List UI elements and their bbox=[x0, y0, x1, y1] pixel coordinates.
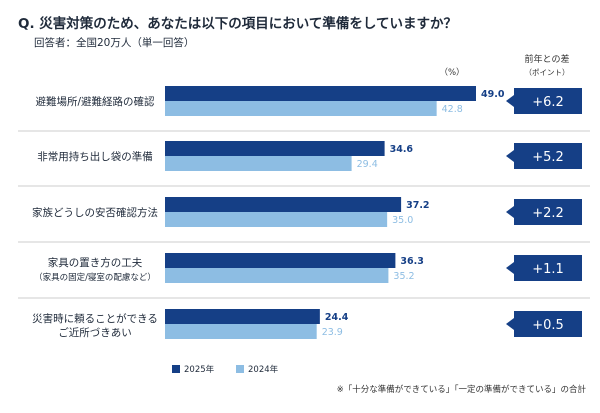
category-label: 避難場所/避難経路の確認 bbox=[35, 95, 155, 108]
bar-2024 bbox=[165, 324, 317, 339]
data-label-2025: 37.2 bbox=[406, 200, 429, 211]
diff-box bbox=[514, 199, 582, 225]
diff-box bbox=[514, 88, 582, 114]
bar-2024 bbox=[165, 156, 352, 171]
unit-label: （%） bbox=[439, 67, 464, 78]
category-label: 家族どうしの安否確認方法 bbox=[32, 206, 158, 219]
diff-box bbox=[514, 143, 582, 169]
bar-2024 bbox=[165, 101, 437, 116]
legend-label-2025: 2025年 bbox=[184, 364, 215, 375]
diff-arrow bbox=[506, 206, 514, 218]
respondent-note: 回答者：全国20万人（単一回答） bbox=[34, 37, 195, 49]
legend-swatch-2025 bbox=[172, 365, 180, 373]
category-label: 家具の置き方の工夫 bbox=[48, 256, 143, 269]
data-label-2024: 29.4 bbox=[357, 159, 378, 170]
diff-value: +2.2 bbox=[532, 206, 564, 221]
bar-2025 bbox=[165, 86, 476, 101]
bar-2024 bbox=[165, 268, 389, 283]
diff-arrow bbox=[506, 150, 514, 162]
legend-label-2024: 2024年 bbox=[248, 364, 279, 375]
data-label-2025: 24.4 bbox=[325, 312, 349, 323]
data-label-2024: 35.2 bbox=[393, 271, 414, 282]
question-title: Q. 災害対策のため、あなたは以下の項目において準備をしていますか？ bbox=[18, 16, 457, 32]
diff-arrow bbox=[506, 262, 514, 274]
data-label-2025: 36.3 bbox=[400, 256, 423, 267]
bar-2024 bbox=[165, 212, 388, 227]
bar-2025 bbox=[165, 141, 385, 156]
category-sublabel: （家具の固定/寝室の配慮など） bbox=[34, 272, 156, 283]
diff-header-unit: （ポイント） bbox=[525, 68, 570, 77]
bar-2025 bbox=[165, 197, 402, 212]
diff-value: +0.5 bbox=[532, 318, 564, 333]
category-label: 災害時に頼ることができる bbox=[32, 312, 158, 325]
diff-box bbox=[514, 255, 582, 281]
diff-arrow bbox=[506, 95, 514, 107]
data-label-2025: 34.6 bbox=[390, 144, 414, 155]
category-sublabel: ご近所づきあい bbox=[58, 326, 132, 339]
bar-2025 bbox=[165, 309, 320, 324]
diff-arrow bbox=[506, 318, 514, 330]
data-label-2024: 42.8 bbox=[442, 104, 463, 115]
diff-header: 前年との差 bbox=[525, 53, 570, 65]
data-label-2025: 49.0 bbox=[481, 89, 505, 100]
data-label-2024: 35.0 bbox=[392, 215, 413, 226]
diff-box bbox=[514, 311, 582, 337]
legend-swatch-2024 bbox=[236, 365, 244, 373]
footnote: ※「十分な準備ができている」「一定の準備ができている」の合計 bbox=[336, 385, 586, 395]
category-label: 非常用持ち出し袋の準備 bbox=[37, 150, 153, 163]
diff-value: +6.2 bbox=[532, 95, 564, 110]
diff-value: +5.2 bbox=[532, 150, 564, 165]
data-label-2024: 23.9 bbox=[322, 327, 343, 338]
bar-2025 bbox=[165, 253, 396, 268]
diff-value: +1.1 bbox=[532, 262, 564, 277]
